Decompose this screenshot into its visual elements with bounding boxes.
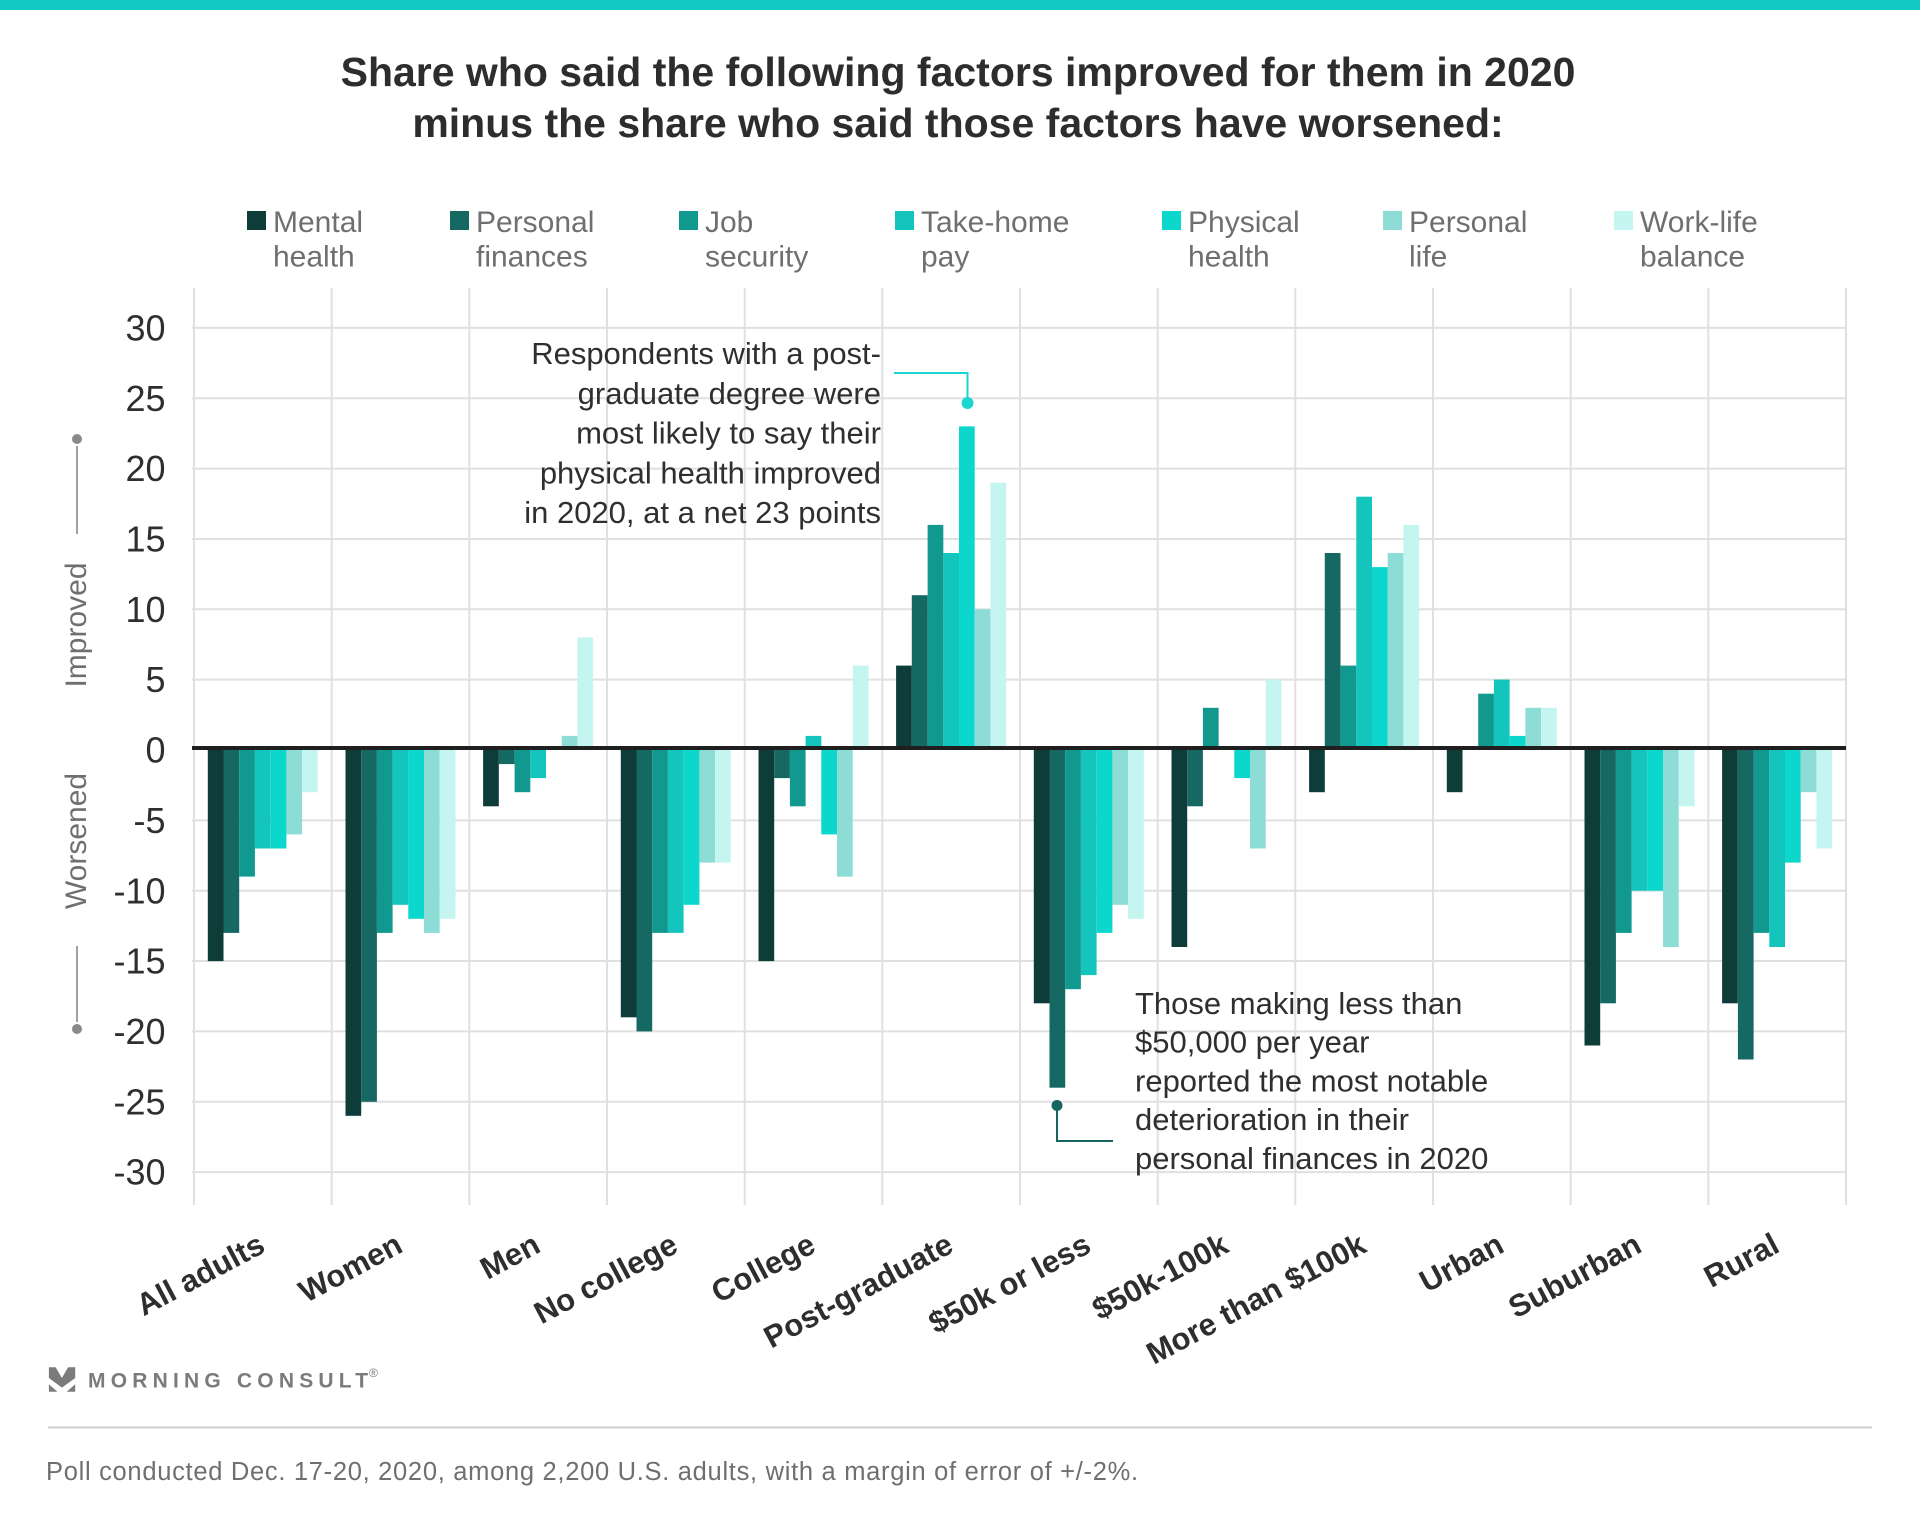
svg-text:Improved: Improved (60, 562, 93, 687)
svg-text:Physical: Physical (1188, 206, 1300, 239)
svg-text:finances: finances (476, 241, 588, 274)
svg-text:®: ® (369, 1366, 378, 1380)
svg-text:reported the most notable: reported the most notable (1135, 1063, 1488, 1098)
svg-text:-5: -5 (133, 800, 165, 841)
svg-text:-15: -15 (113, 941, 165, 982)
svg-text:-10: -10 (113, 870, 165, 911)
svg-text:Rural: Rural (1698, 1226, 1784, 1294)
svg-text:-20: -20 (113, 1011, 165, 1052)
svg-text:$50,000 per year: $50,000 per year (1135, 1025, 1369, 1060)
svg-text:pay: pay (921, 241, 969, 274)
svg-text:Those making less than: Those making less than (1135, 986, 1462, 1021)
svg-text:20: 20 (125, 448, 165, 489)
svg-text:Poll conducted Dec. 17-20, 202: Poll conducted Dec. 17-20, 2020, among 2… (46, 1458, 1139, 1486)
svg-text:MORNING CONSULT: MORNING CONSULT (88, 1370, 373, 1393)
svg-text:balance: balance (1640, 241, 1745, 274)
svg-text:in 2020, at a net 23 points: in 2020, at a net 23 points (524, 495, 881, 530)
svg-text:-30: -30 (113, 1152, 165, 1193)
svg-text:5: 5 (145, 659, 165, 700)
svg-text:Worsened: Worsened (60, 773, 93, 909)
svg-text:College: College (705, 1226, 820, 1309)
svg-text:0: 0 (145, 730, 165, 771)
svg-text:No college: No college (528, 1226, 683, 1331)
svg-text:Personal: Personal (476, 206, 594, 239)
svg-text:25: 25 (125, 378, 165, 419)
svg-text:minus the share who said those: minus the share who said those factors h… (412, 100, 1503, 146)
svg-text:personal finances in 2020: personal finances in 2020 (1135, 1141, 1488, 1176)
svg-text:Share who said the following f: Share who said the following factors imp… (341, 49, 1576, 95)
svg-text:10: 10 (125, 589, 165, 630)
svg-text:15: 15 (125, 519, 165, 560)
svg-text:All adults: All adults (130, 1226, 270, 1322)
svg-text:graduate degree were: graduate degree were (578, 376, 881, 411)
svg-text:Suburban: Suburban (1503, 1226, 1647, 1325)
svg-text:Take-home: Take-home (921, 206, 1069, 239)
svg-text:Respondents with a post-: Respondents with a post- (531, 336, 881, 371)
svg-text:Men: Men (474, 1226, 545, 1286)
svg-text:life: life (1409, 241, 1447, 274)
svg-text:Job: Job (705, 206, 753, 239)
svg-text:deterioration in their: deterioration in their (1135, 1102, 1409, 1137)
svg-text:Personal: Personal (1409, 206, 1527, 239)
svg-text:health: health (273, 241, 355, 274)
svg-text:Mental: Mental (273, 206, 363, 239)
svg-text:Work-life: Work-life (1640, 206, 1758, 239)
svg-text:security: security (705, 241, 808, 274)
svg-text:Women: Women (293, 1226, 408, 1309)
svg-text:physical health improved: physical health improved (540, 455, 881, 490)
svg-text:-25: -25 (113, 1081, 165, 1122)
svg-text:Urban: Urban (1414, 1226, 1510, 1299)
svg-text:30: 30 (125, 308, 165, 349)
svg-text:health: health (1188, 241, 1270, 274)
svg-text:most likely to say their: most likely to say their (576, 416, 881, 451)
